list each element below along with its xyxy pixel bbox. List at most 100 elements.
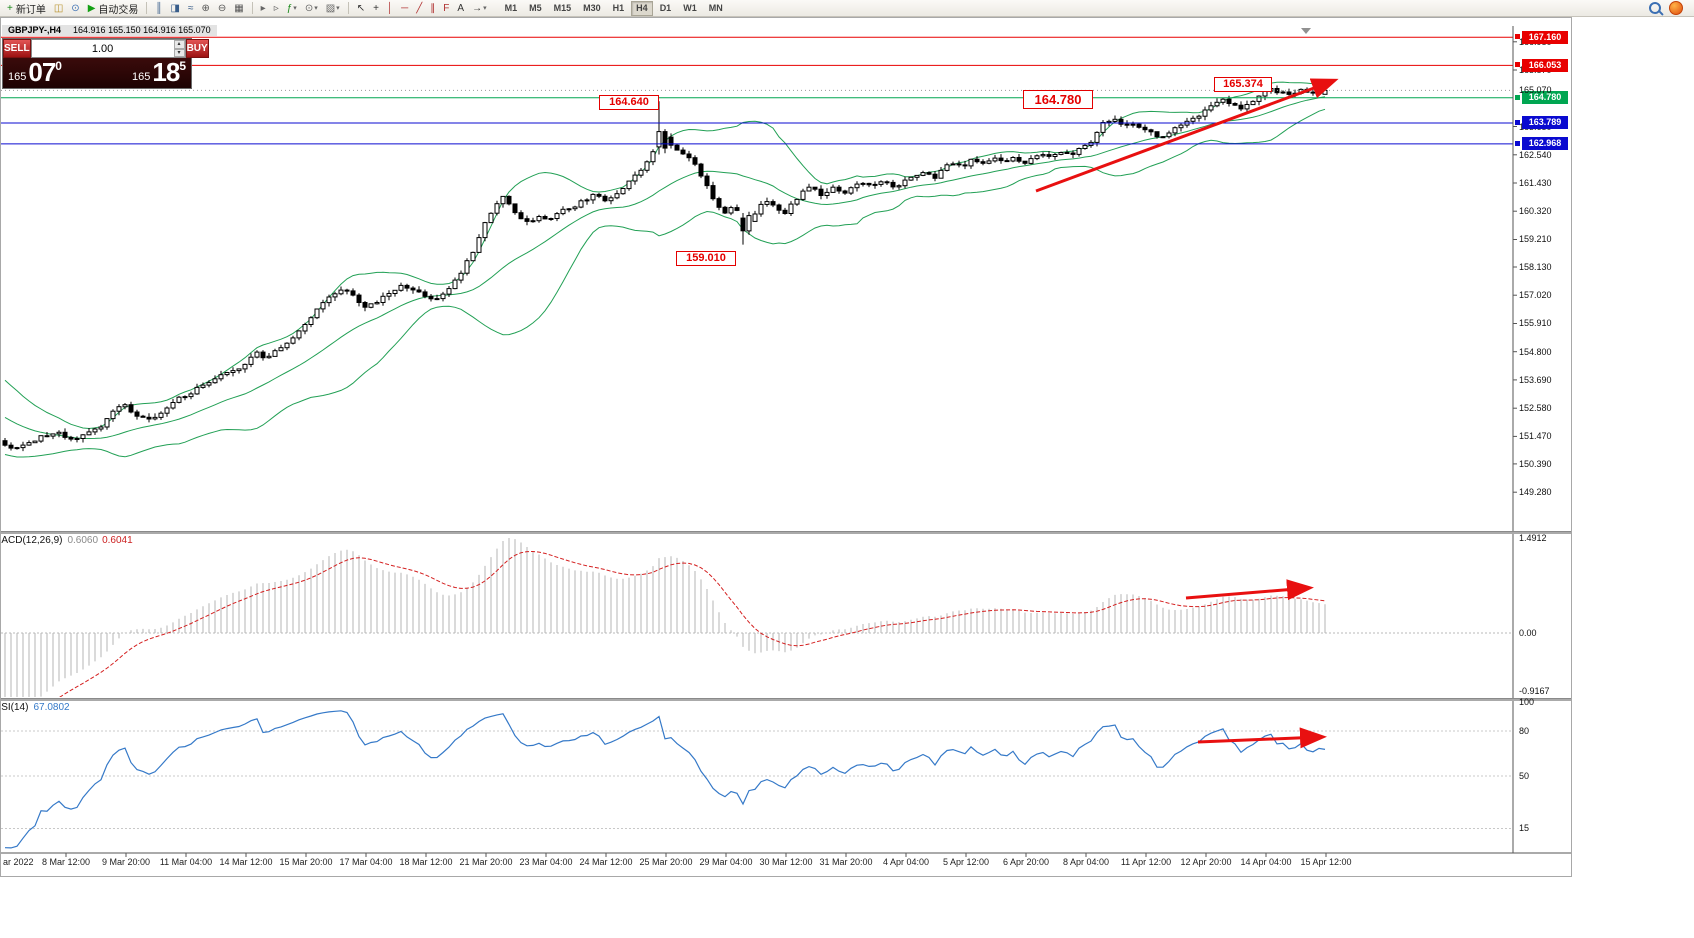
search-icon[interactable]	[1649, 2, 1661, 14]
vertical-line-icon: │	[386, 2, 394, 14]
bars-chart-button[interactable]: ║	[152, 1, 165, 16]
cursor-icon: ↖	[356, 2, 366, 14]
price-axis-tick: 151.470	[1519, 431, 1552, 442]
sound-alert-icon: ⊙	[71, 2, 80, 14]
timeframe-m5-button[interactable]: M5	[524, 1, 547, 16]
scales-icon[interactable]: ◫	[51, 1, 66, 16]
horizontal-line-button[interactable]: ─	[398, 1, 411, 16]
dropdown-caret-icon: ▾	[336, 5, 340, 12]
time-axis-label: 18 Mar 12:00	[399, 857, 453, 867]
hline-handle[interactable]	[1515, 140, 1520, 146]
zoom-in-icon: ⊕	[201, 2, 210, 14]
line-chart-button[interactable]: ≈	[185, 1, 197, 16]
dropdown-caret-icon: ▾	[293, 5, 297, 12]
time-axis-label: 24 Mar 12:00	[579, 857, 633, 867]
text-button[interactable]: A	[454, 1, 467, 16]
trendline-button[interactable]: ╱	[413, 1, 425, 16]
time-axis-label: 29 Mar 04:00	[699, 857, 753, 867]
new-order-button[interactable]: + 新订单	[4, 1, 49, 16]
volume-increase-button[interactable]: ▴	[173, 40, 185, 49]
arrows-button[interactable]: → ▾	[469, 1, 490, 16]
chart-canvas[interactable]	[1, 18, 1572, 877]
text-icon: A	[457, 2, 465, 14]
chart-window: GBPJPY-,H4 164.916 165.150 164.916 165.0…	[0, 17, 1572, 877]
quote-bar: GBPJPY-,H4 164.916 165.150 164.916 165.0…	[2, 25, 217, 36]
macd-signal-value: 0.6041	[102, 535, 133, 546]
timeframe-w1-button[interactable]: W1	[678, 1, 702, 16]
time-axis-label: 17 Mar 04:00	[339, 857, 393, 867]
timeframe-h4-button[interactable]: H4	[631, 0, 653, 16]
time-axis-label: 8 Mar 12:00	[41, 857, 91, 867]
periods-button[interactable]: ⊙ ▾	[302, 1, 321, 16]
volume-spinner: ▴ ▾	[173, 40, 185, 57]
candlestick-chart-button[interactable]: ◨	[167, 1, 182, 16]
timeframe-m15-button[interactable]: M15	[549, 1, 577, 16]
time-axis-label: 11 Mar 04:00	[159, 857, 213, 867]
volume-input[interactable]	[31, 40, 174, 57]
price-axis-tick: 157.020	[1519, 290, 1552, 301]
timeframe-toolbar: M1 M5 M15 M30 H1 H4 D1 W1 MN	[499, 0, 729, 16]
timeframe-m1-button[interactable]: M1	[500, 1, 523, 16]
price-line-badge[interactable]: 163.789	[1522, 116, 1568, 130]
time-axis-label: 14 Mar 12:00	[219, 857, 273, 867]
axis-overlay: 166.980165.870163.650162.540161.430160.3…	[1, 18, 1571, 876]
macd-scale-label: 1.4912	[1519, 533, 1547, 543]
price-axis-tick: 161.430	[1519, 177, 1552, 188]
zoom-out-button[interactable]: ⊖	[215, 1, 229, 16]
tile-windows-icon: ▦	[234, 2, 244, 14]
crosshair-button[interactable]: +	[370, 1, 382, 16]
cursor-button[interactable]: ↖	[354, 1, 368, 16]
hline-handle[interactable]	[1515, 119, 1520, 125]
time-axis-label: 6 Apr 20:00	[1002, 857, 1050, 867]
annotation-high-165374[interactable]: 165.374	[1214, 77, 1272, 92]
timeframe-mn-button[interactable]: MN	[704, 1, 728, 16]
notification-icon[interactable]	[1669, 1, 1683, 15]
hline-handle[interactable]	[1515, 94, 1520, 100]
timeframe-d1-button[interactable]: D1	[655, 1, 677, 16]
volume-decrease-button[interactable]: ▾	[173, 48, 185, 57]
macd-main-value: 0.6060	[67, 535, 99, 546]
buy-button[interactable]: BUY	[185, 39, 209, 58]
toolbar: + 新订单 ◫ ⊙ ▶ 自动交易 ║ ◨ ≈ ⊕ ⊖ ▦ ▸ ▹ ƒ ▾ ⊙ ▾ ▨ ▾ ↖ + │ ─ ╱ ∥ F A → ▾ M1 M5…	[0, 0, 1694, 17]
annotation-low-159010[interactable]: 159.010	[676, 251, 736, 266]
indicators-icon: ƒ	[286, 2, 293, 14]
vertical-line-button[interactable]: │	[384, 1, 396, 16]
tile-windows-button[interactable]: ▦	[231, 1, 246, 16]
timeframe-m30-button[interactable]: M30	[578, 1, 606, 16]
autotrading-button[interactable]: ▶ 自动交易	[85, 1, 142, 16]
price-line-badge[interactable]: 167.160	[1522, 30, 1568, 44]
rsi-panel-separator[interactable]	[1, 698, 1571, 701]
horizontal-line-icon: ─	[401, 2, 409, 14]
templates-icon: ▨	[325, 2, 336, 14]
hline-handle[interactable]	[1515, 62, 1520, 68]
auto-scroll-icon: ▸	[260, 2, 266, 14]
price-line-badge[interactable]: 162.968	[1522, 137, 1568, 151]
price-line-badge[interactable]: 164.780	[1522, 91, 1568, 105]
macd-scale-label: 0.00	[1519, 628, 1537, 638]
ask-prefix: 165	[132, 71, 151, 83]
macd-name: MACD(12,26,9)	[1, 535, 63, 546]
chart-shift-button[interactable]: ▹	[271, 1, 282, 16]
volume-field[interactable]: ▴ ▾	[30, 39, 186, 58]
hline-handle[interactable]	[1515, 34, 1520, 40]
price-line-badge[interactable]: 166.053	[1522, 58, 1568, 72]
rsi-scale-label: 80	[1519, 726, 1530, 736]
toolbar-separator	[146, 2, 148, 14]
zoom-in-button[interactable]: ⊕	[198, 1, 212, 16]
annotation-high-164640[interactable]: 164.640	[599, 95, 659, 110]
price-axis-tick: 152.580	[1519, 403, 1552, 414]
auto-scroll-button[interactable]: ▸	[258, 1, 269, 16]
arrows-icon: →	[472, 2, 483, 14]
annotation-level-164780[interactable]: 164.780	[1023, 90, 1093, 109]
time-axis-label: 15 Mar 20:00	[279, 857, 333, 867]
fibonacci-button[interactable]: F	[440, 1, 452, 16]
price-axis-tick: 153.690	[1519, 374, 1552, 385]
channel-button[interactable]: ∥	[427, 1, 438, 16]
macd-panel-separator[interactable]	[1, 531, 1571, 534]
sell-button[interactable]: SELL	[3, 39, 31, 58]
timeframe-h1-button[interactable]: H1	[608, 1, 630, 16]
templates-button[interactable]: ▨ ▾	[323, 1, 343, 16]
toolbar-button-group: + 新订单 ◫ ⊙ ▶ 自动交易 ║ ◨ ≈ ⊕ ⊖ ▦ ▸ ▹ ƒ ▾ ⊙ ▾ ▨ ▾ ↖ + │ ─ ╱ ∥ F A → ▾	[3, 0, 491, 16]
indicators-button[interactable]: ƒ ▾	[284, 1, 300, 16]
sound-alert-icon[interactable]: ⊙	[68, 1, 82, 16]
